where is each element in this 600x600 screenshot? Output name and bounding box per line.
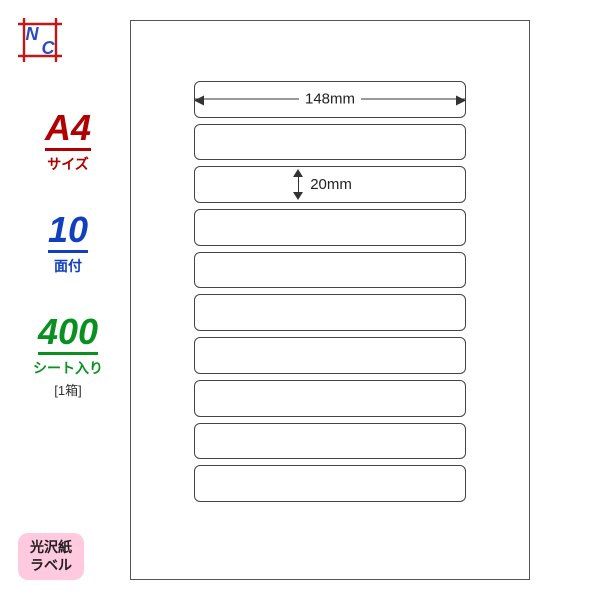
paper-type-tag: 光沢紙 ラベル <box>18 533 84 580</box>
label-row <box>194 465 466 502</box>
paper-tag-line1: 光沢紙 <box>30 539 72 557</box>
label-row <box>194 423 466 460</box>
spec-sheets: 400 シート入り [1箱] <box>33 314 103 399</box>
label-row: 20mm <box>194 166 466 203</box>
spec-size-unit: サイズ <box>47 154 89 174</box>
label-row <box>194 209 466 246</box>
spec-faces-unit: 面付 <box>54 256 82 276</box>
specs-column: A4 サイズ 10 面付 400 シート入り [1箱] <box>18 110 118 399</box>
height-dimension: 20mm <box>292 169 352 200</box>
logo-svg: N C <box>18 18 62 62</box>
width-label: 148mm <box>299 91 361 108</box>
label-row <box>194 337 466 374</box>
label-row: 148mm <box>194 81 466 118</box>
label-row <box>194 294 466 331</box>
spec-sheets-value: 400 <box>38 314 98 355</box>
label-stack: 148mm 20mm <box>194 81 466 502</box>
sheet-diagram: 148mm 20mm <box>130 20 530 580</box>
spec-faces: 10 面付 <box>48 212 88 276</box>
logo-letter-c: C <box>42 38 56 58</box>
width-dimension: 148mm <box>195 91 465 108</box>
spec-sheets-note: [1箱] <box>54 380 81 399</box>
logo-letter-n: N <box>26 24 40 44</box>
label-row <box>194 380 466 417</box>
spec-faces-value: 10 <box>48 212 88 253</box>
label-row <box>194 252 466 289</box>
height-label: 20mm <box>310 176 352 193</box>
spec-size-value: A4 <box>45 110 91 151</box>
paper-tag-line2: ラベル <box>30 557 72 575</box>
spec-size: A4 サイズ <box>45 110 91 174</box>
spec-sheets-unit: シート入り <box>33 358 103 378</box>
brand-logo: N C <box>18 18 62 62</box>
label-row <box>194 124 466 161</box>
